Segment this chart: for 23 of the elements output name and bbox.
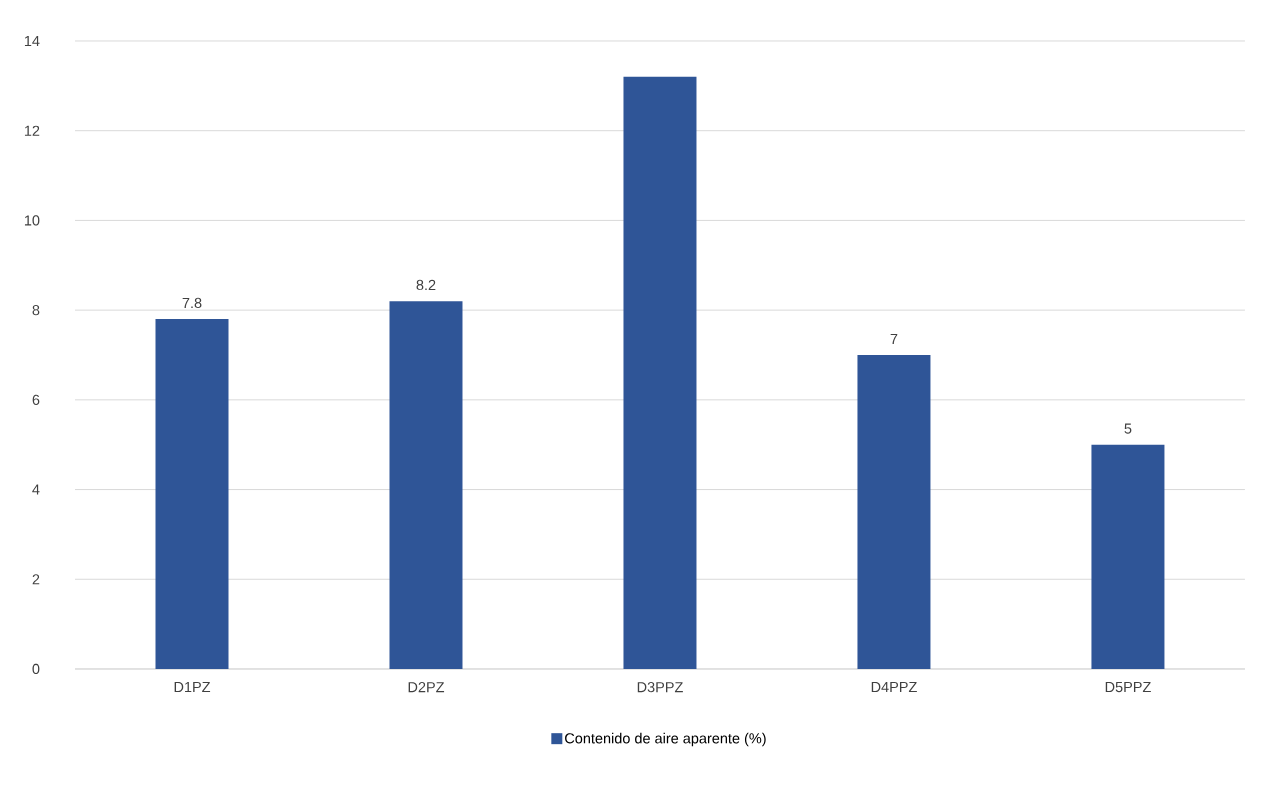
y-tick-label: 12 [24, 125, 40, 136]
data-label: 8.2 [416, 279, 436, 291]
y-tick-label: 6 [32, 394, 40, 405]
bar [155, 319, 229, 669]
x-tick-label: D3PPZ [637, 682, 683, 693]
y-tick-label: 2 [32, 574, 40, 585]
x-tick-label: D1PZ [174, 682, 211, 692]
bar [623, 76, 697, 669]
y-tick-label: 14 [24, 36, 40, 46]
y-tick-label: 4 [32, 484, 40, 495]
x-tick-label: D4PPZ [871, 682, 917, 692]
data-label: 7.8 [182, 297, 202, 309]
data-label: 5 [1124, 423, 1132, 434]
x-tick-label: D2PZ [408, 682, 445, 693]
y-tick-label: 0 [32, 663, 40, 675]
y-tick-label: 8 [32, 304, 40, 316]
bar [389, 301, 463, 669]
data-label: 7 [890, 333, 898, 344]
x-tick-label: D5PPZ [1105, 682, 1151, 693]
y-tick-label: 10 [24, 215, 40, 226]
bar [857, 354, 931, 669]
bar [1091, 444, 1165, 669]
legend-label: Contenido de aire aparente (%) [565, 732, 766, 747]
